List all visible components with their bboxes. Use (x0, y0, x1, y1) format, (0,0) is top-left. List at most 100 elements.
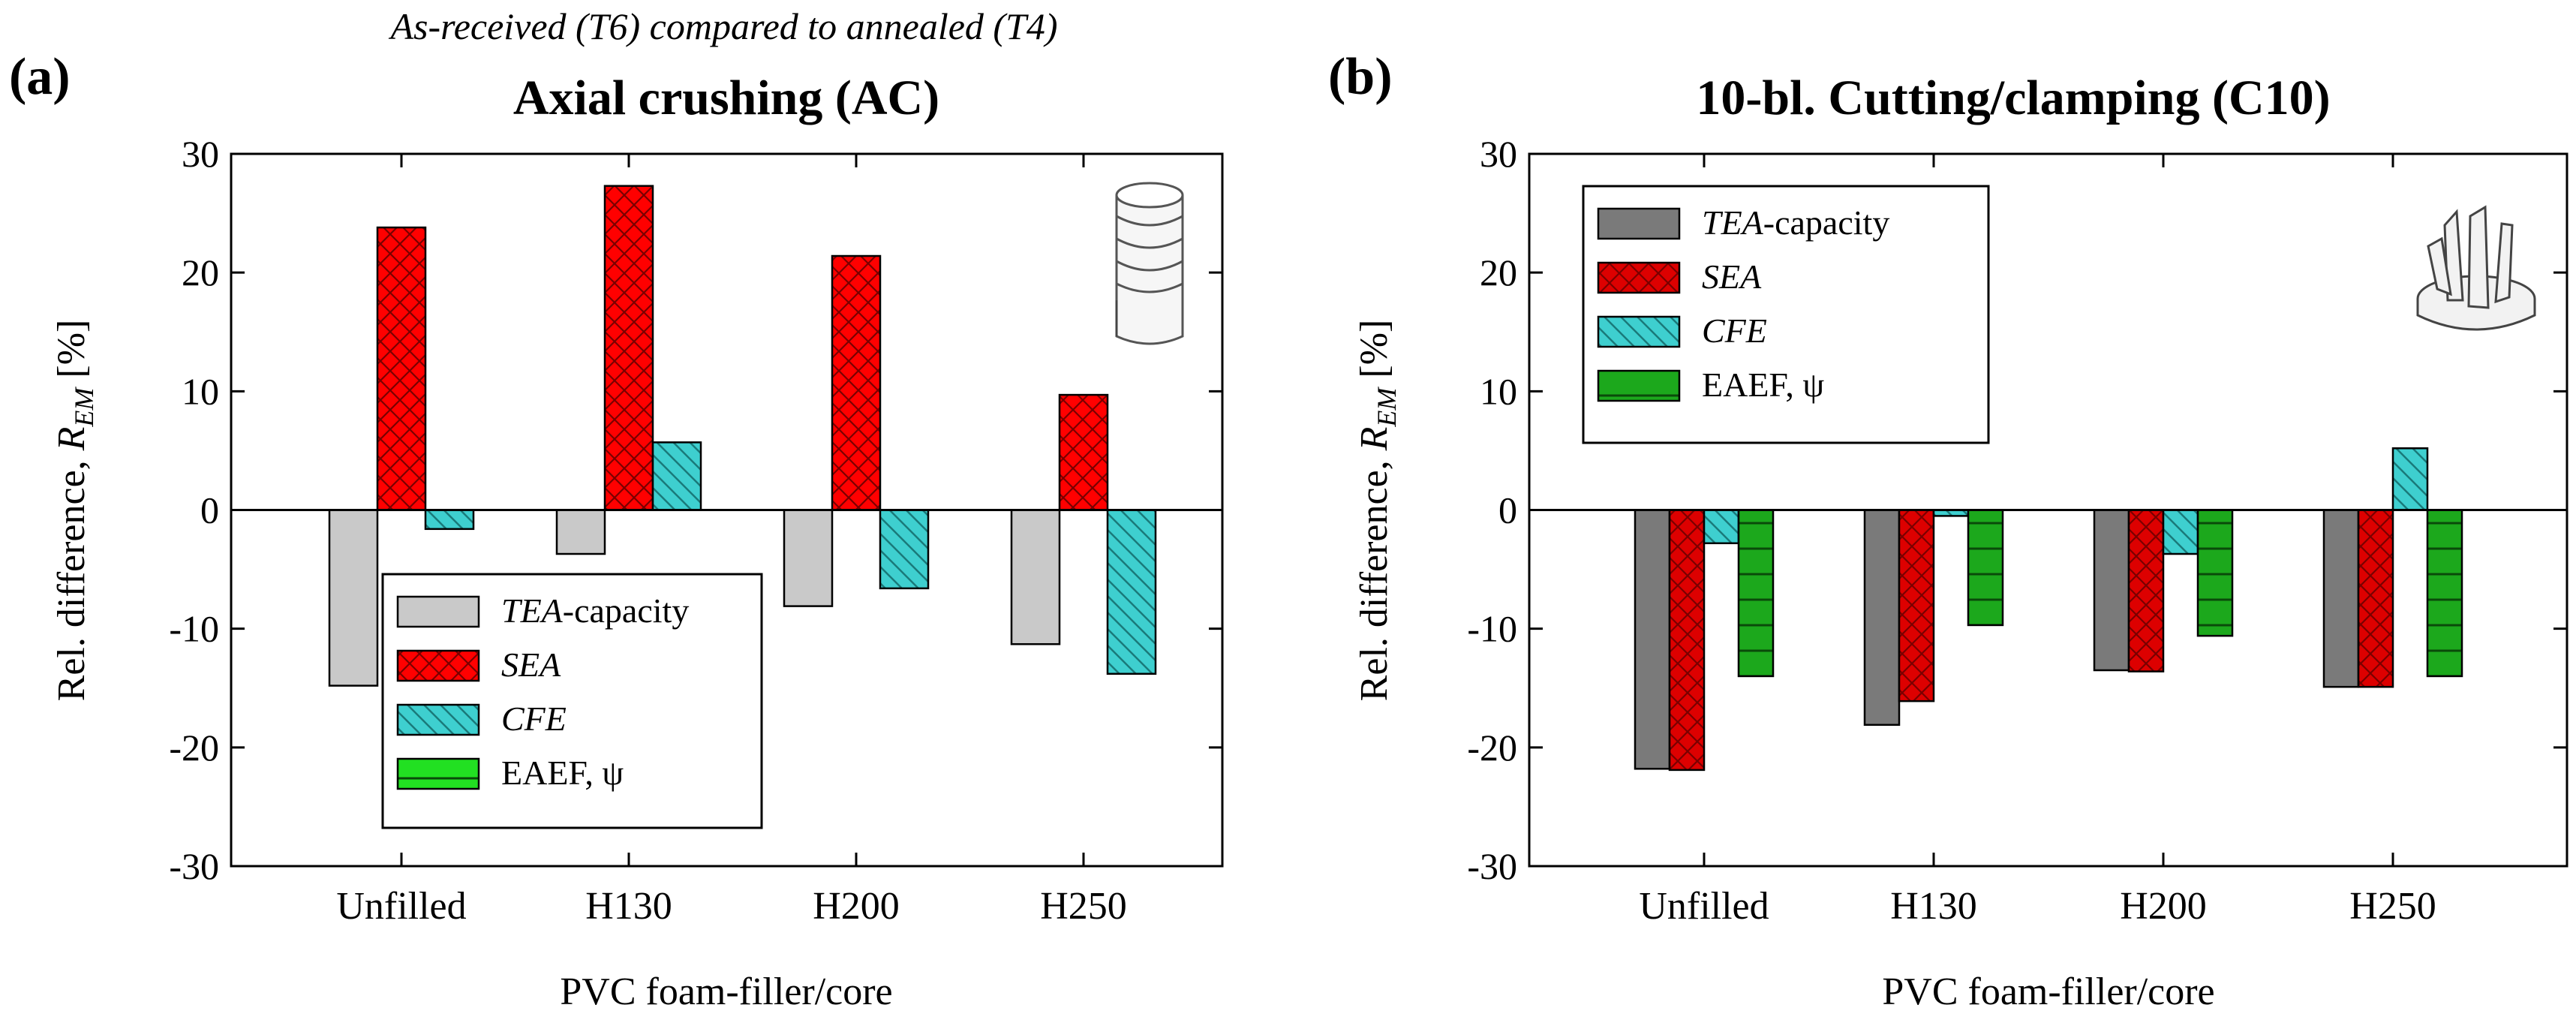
y-tick-label: 20 (182, 251, 219, 293)
y-tick-label: -20 (169, 727, 219, 769)
legend-label-italic: TEA (1702, 203, 1764, 242)
bar-eaef-unfilled (1737, 509, 1775, 678)
y-tick-label: 10 (1480, 370, 1517, 412)
x-tick-label-h250: H250 (2349, 885, 2436, 928)
bar-eaef-h250 (2426, 509, 2463, 678)
panel-b-ylabel-symbol: R (1353, 427, 1396, 452)
y-tick-label: 0 (200, 489, 219, 531)
legend-label-italic: SEA (501, 645, 561, 684)
legend-swatch-sea (1597, 261, 1681, 294)
panel-a-ylabel-symbol: R (50, 427, 93, 452)
bar-sea-h200 (831, 254, 882, 511)
panel-b-x-axis-label: PVC foam-filler/core (1882, 970, 2214, 1013)
legend-swatch-sea (396, 649, 480, 682)
panel-a-x-tick-labels: Unfilled H130 H200 H250 (336, 154, 1127, 928)
panel-a-tag: (a) (9, 48, 71, 106)
panel-a-ylabel-subscript: EM (69, 387, 99, 428)
x-tick-label-h250: H250 (1040, 885, 1127, 928)
y-tick-label: -30 (169, 845, 219, 887)
bar-cfe-h130 (651, 441, 702, 511)
panel-b-cutting-clamping: (b) 10-bl. Cutting/clamping (C10) -30 -20… (1328, 48, 2568, 1013)
x-tick-label-h130: H130 (1890, 885, 1977, 928)
panel-b-bars (1634, 447, 2463, 772)
legend-swatch-eaef (396, 757, 480, 790)
bar-tea-capacity-h130 (1863, 509, 1901, 727)
bar-sea-unfilled (1668, 509, 1706, 772)
legend-label-italic: CFE (1702, 311, 1767, 350)
bar-cfe-h200 (879, 509, 930, 590)
cutting-clamp-icon (2416, 205, 2536, 331)
panel-b-tag: (b) (1328, 48, 1393, 106)
panel-a-y-axis-label: Rel. difference, REM [%] (50, 320, 99, 702)
legend-label-tea-capacity: TEA-capacity (1702, 203, 1889, 242)
legend-label-italic: CFE (501, 700, 567, 738)
panel-a-legend: TEA-capacity SEA CFE EAEF, ψ (381, 573, 763, 829)
panel-b-title: 10-bl. Cutting/clamping (C10) (1696, 71, 2330, 125)
legend-label-eaef: EAEF, ψ (1702, 366, 1824, 404)
legend-label-cfe: CFE (1702, 311, 1767, 350)
legend-label-tea-capacity: TEA-capacity (501, 591, 689, 630)
panel-b-ylabel-subscript: EM (1372, 387, 1402, 428)
x-tick-label-h200: H200 (2120, 885, 2207, 928)
x-tick-label-unfilled: Unfilled (1639, 885, 1769, 928)
crushed-tube-icon (1115, 182, 1184, 345)
y-tick-label: 30 (1480, 133, 1517, 175)
legend-label-rest: -capacity (563, 591, 690, 630)
legend-label-cfe: CFE (501, 700, 567, 738)
bar-eaef-h130 (1967, 509, 2004, 627)
legend-label-eaef: EAEF, ψ (501, 754, 624, 792)
bar-tea-capacity-unfilled (328, 509, 379, 687)
x-tick-label-h200: H200 (813, 885, 900, 928)
legend-label-rest: EAEF, ψ (1702, 366, 1824, 404)
panel-a-y-ticks: -30 -20 -10 0 10 20 30 (169, 133, 1222, 887)
y-tick-label: 30 (182, 133, 219, 175)
y-tick-label: -10 (169, 608, 219, 650)
bar-sea-h250 (1058, 393, 1109, 511)
bar-sea-h250 (2357, 509, 2394, 688)
legend-label-italic: SEA (1702, 257, 1762, 296)
figure-subtitle: As-received (T6) compared to annealed (T… (388, 5, 1057, 47)
y-tick-label: -10 (1467, 608, 1517, 650)
bar-sea-h130 (603, 185, 654, 511)
panel-a-axial-crushing: (a) Axial crushing (AC) -30 -20 -10 0 10 20 30… (9, 48, 1224, 1013)
panel-a-ylabel-unit: [%] (50, 320, 93, 388)
bar-sea-h130 (1898, 509, 1935, 703)
bar-cfe-h200 (2162, 509, 2199, 555)
legend-swatch-cfe (396, 703, 480, 736)
bar-tea-capacity-h200 (783, 509, 834, 607)
bar-tea-capacity-h250 (2322, 509, 2360, 688)
y-tick-label: 20 (1480, 251, 1517, 293)
legend-label-sea: SEA (1702, 257, 1762, 296)
y-tick-label: 0 (1498, 489, 1517, 531)
bar-sea-unfilled (376, 226, 427, 511)
bar-tea-capacity-h130 (555, 509, 606, 555)
bar-tea-capacity-unfilled (1634, 509, 1671, 770)
x-tick-label-unfilled: Unfilled (336, 885, 466, 928)
y-tick-label: -20 (1467, 727, 1517, 769)
bar-tea-capacity-h200 (2093, 509, 2130, 672)
y-tick-label: 10 (182, 370, 219, 412)
panel-b-ylabel-prefix: Rel. difference, (1353, 450, 1396, 701)
panel-b-ylabel-unit: [%] (1353, 320, 1396, 388)
bar-cfe-unfilled (424, 509, 475, 531)
bar-sea-h200 (2127, 509, 2165, 672)
bar-cfe-unfilled (1703, 509, 1740, 545)
panel-a-x-axis-label: PVC foam-filler/core (560, 970, 892, 1013)
legend-swatch-eaef (1597, 369, 1681, 402)
legend-label-rest: -capacity (1763, 203, 1890, 242)
panel-a-bars (328, 185, 1157, 687)
bar-cfe-h250 (1106, 509, 1157, 675)
legend-label-sea: SEA (501, 645, 561, 684)
panel-b-y-axis-label: Rel. difference, REM [%] (1353, 320, 1402, 702)
legend-label-rest: EAEF, ψ (501, 754, 624, 792)
panel-b-y-ticks: -30 -20 -10 0 10 20 30 (1467, 133, 2567, 887)
panel-b-x-tick-labels: Unfilled H130 H200 H250 (1639, 154, 2436, 928)
legend-swatch-tea-capacity (396, 595, 480, 628)
x-tick-label-h130: H130 (585, 885, 672, 928)
legend-swatch-cfe (1597, 315, 1681, 348)
bar-cfe-h250 (2391, 447, 2429, 511)
y-tick-label: -30 (1467, 845, 1517, 887)
bar-eaef-h200 (2196, 509, 2234, 637)
